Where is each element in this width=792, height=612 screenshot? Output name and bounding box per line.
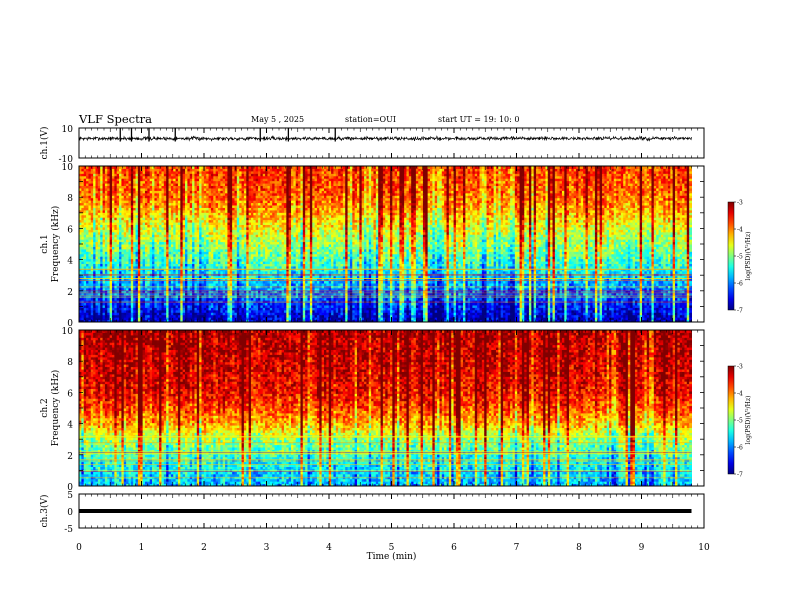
- ch1-waveform-line: [79, 136, 692, 141]
- y-axis-label: ch.1(V): [39, 127, 50, 160]
- y-tick-label: 10: [62, 125, 74, 135]
